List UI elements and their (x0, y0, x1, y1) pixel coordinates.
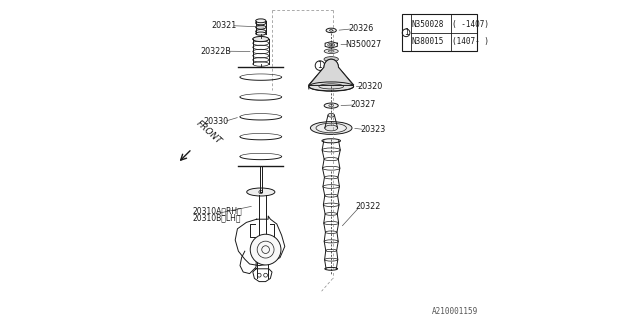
Text: 20322B: 20322B (200, 47, 231, 56)
Ellipse shape (324, 103, 339, 108)
Text: FRONT: FRONT (195, 119, 223, 146)
Ellipse shape (310, 122, 352, 134)
Ellipse shape (325, 125, 338, 131)
Ellipse shape (247, 188, 275, 196)
Text: 20320: 20320 (358, 82, 383, 91)
Ellipse shape (326, 28, 337, 33)
Ellipse shape (325, 268, 338, 270)
Ellipse shape (256, 19, 266, 23)
Text: 20323: 20323 (360, 125, 385, 134)
Text: N380015: N380015 (412, 37, 444, 46)
Ellipse shape (309, 82, 354, 91)
Text: ( -1407): ( -1407) (452, 20, 489, 29)
Text: N350028: N350028 (412, 20, 444, 29)
Ellipse shape (322, 139, 340, 143)
Ellipse shape (328, 113, 335, 117)
Circle shape (250, 234, 281, 265)
Text: 20327: 20327 (351, 100, 376, 109)
Ellipse shape (324, 49, 339, 53)
Text: 1: 1 (317, 61, 323, 70)
Ellipse shape (328, 43, 335, 46)
Ellipse shape (256, 32, 266, 35)
Text: 20330: 20330 (204, 117, 229, 126)
Ellipse shape (324, 57, 339, 62)
Text: 20310A〈RH〉: 20310A〈RH〉 (193, 207, 243, 216)
Text: 20321: 20321 (211, 21, 236, 30)
Text: 20326: 20326 (348, 24, 373, 33)
Text: N350027: N350027 (345, 40, 381, 49)
Ellipse shape (316, 123, 346, 133)
Text: 20322: 20322 (355, 202, 381, 211)
Text: (1407- ): (1407- ) (452, 37, 489, 46)
Text: 1: 1 (404, 28, 408, 37)
Text: 20310B〈LH〉: 20310B〈LH〉 (193, 214, 241, 223)
Text: A210001159: A210001159 (432, 307, 479, 316)
Polygon shape (309, 59, 354, 85)
Ellipse shape (253, 36, 269, 42)
